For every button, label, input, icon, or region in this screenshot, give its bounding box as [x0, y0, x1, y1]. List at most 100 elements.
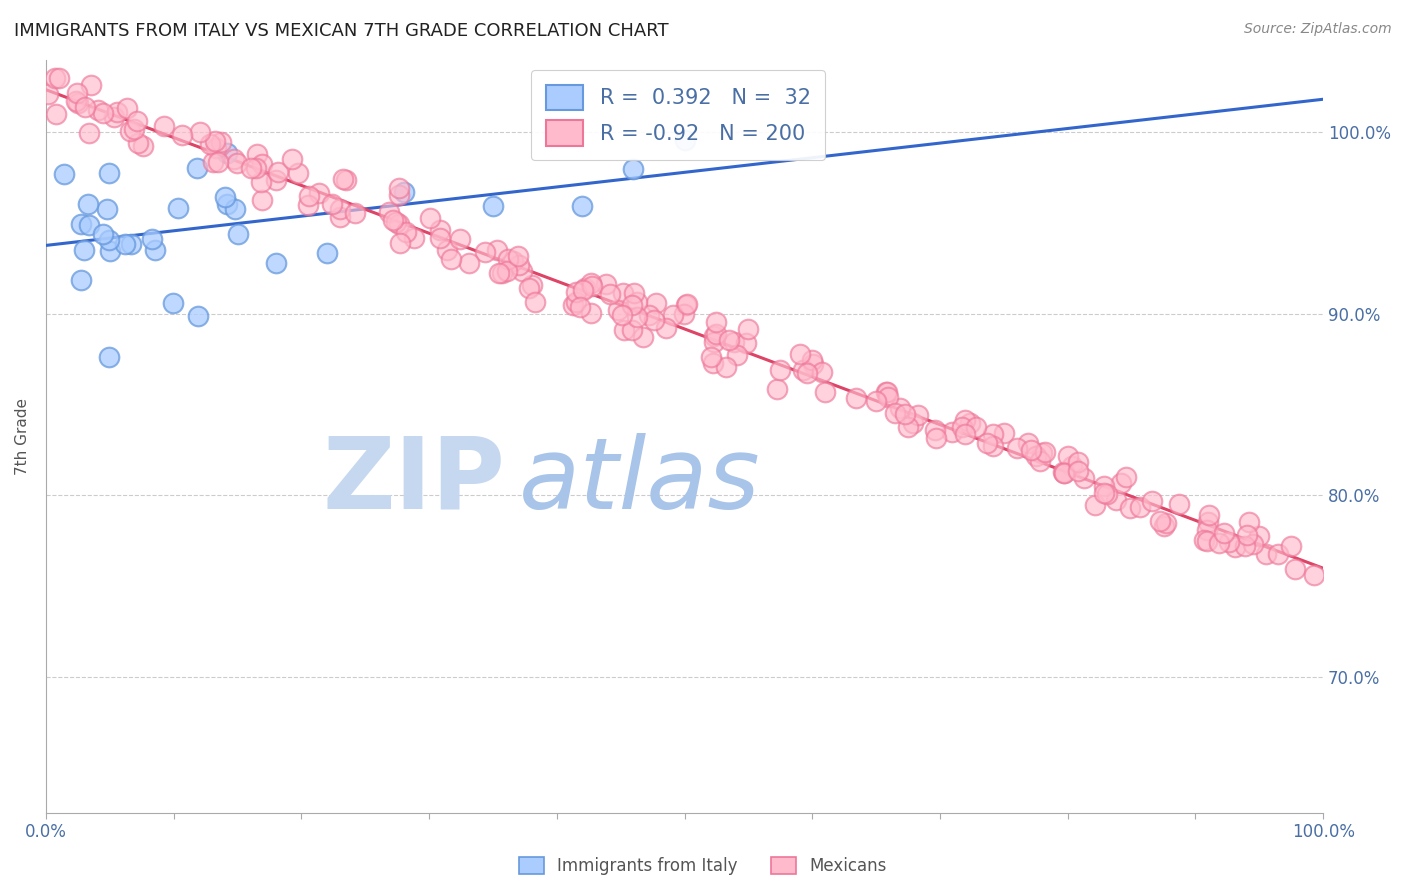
Point — [37, 87, 59, 102]
Point — [1198, 508, 1220, 522]
Point — [1168, 497, 1191, 511]
Point — [676, 297, 699, 311]
Point — [115, 101, 138, 115]
Point — [661, 308, 683, 322]
Point — [925, 432, 948, 446]
Point — [876, 384, 898, 399]
Point — [387, 188, 409, 202]
Point — [562, 298, 585, 312]
Point — [675, 298, 697, 312]
Point — [1213, 526, 1236, 541]
Point — [1153, 519, 1175, 533]
Point — [458, 256, 481, 270]
Point — [976, 436, 998, 450]
Point — [482, 199, 505, 213]
Point — [801, 357, 824, 371]
Point — [250, 157, 273, 171]
Point — [813, 385, 835, 400]
Point — [202, 154, 225, 169]
Point — [1302, 568, 1324, 582]
Point — [198, 137, 221, 152]
Point — [70, 273, 93, 287]
Point — [1225, 540, 1247, 554]
Point — [950, 419, 973, 434]
Point — [1192, 533, 1215, 547]
Point — [388, 217, 411, 231]
Point — [385, 215, 408, 229]
Point — [959, 416, 981, 430]
Point — [1237, 515, 1260, 529]
Point — [429, 222, 451, 236]
Point — [65, 95, 87, 109]
Point — [517, 281, 540, 295]
Point — [1256, 547, 1278, 561]
Point — [1017, 436, 1039, 450]
Point — [1267, 547, 1289, 561]
Point — [1052, 465, 1074, 479]
Point — [1033, 444, 1056, 458]
Point — [727, 348, 749, 362]
Point — [655, 321, 678, 335]
Point — [225, 156, 247, 170]
Point — [673, 307, 696, 321]
Point — [581, 306, 603, 320]
Point — [388, 181, 411, 195]
Point — [595, 277, 617, 291]
Point — [281, 152, 304, 166]
Point — [98, 350, 121, 364]
Point — [343, 206, 366, 220]
Point — [491, 266, 513, 280]
Point — [485, 243, 508, 257]
Point — [124, 121, 146, 136]
Point — [172, 128, 194, 143]
Point — [704, 326, 727, 341]
Point — [87, 103, 110, 118]
Point — [523, 294, 546, 309]
Point — [120, 124, 142, 138]
Point — [187, 310, 209, 324]
Point — [1029, 454, 1052, 468]
Point — [965, 420, 987, 434]
Point — [1007, 441, 1029, 455]
Point — [1053, 467, 1076, 481]
Point — [716, 359, 738, 374]
Point — [703, 328, 725, 343]
Point — [378, 204, 401, 219]
Point — [332, 172, 354, 186]
Point — [226, 227, 249, 242]
Point — [1092, 478, 1115, 492]
Point — [565, 295, 588, 310]
Point — [865, 394, 887, 409]
Point — [1234, 539, 1257, 553]
Point — [66, 96, 89, 111]
Point — [329, 202, 352, 216]
Point — [884, 406, 907, 420]
Point — [188, 125, 211, 139]
Point — [607, 303, 630, 318]
Point — [700, 350, 723, 364]
Text: IMMIGRANTS FROM ITALY VS MEXICAN 7TH GRADE CORRELATION CHART: IMMIGRANTS FROM ITALY VS MEXICAN 7TH GRA… — [14, 22, 669, 40]
Y-axis label: 7th Grade: 7th Grade — [15, 398, 30, 475]
Point — [1084, 498, 1107, 512]
Point — [308, 186, 330, 200]
Point — [613, 323, 636, 337]
Point — [488, 266, 510, 280]
Point — [1109, 475, 1132, 490]
Point — [1197, 523, 1219, 537]
Point — [436, 243, 458, 257]
Legend: R =  0.392   N =  32, R = -0.92   N = 200: R = 0.392 N = 32, R = -0.92 N = 200 — [531, 70, 825, 161]
Point — [1115, 470, 1137, 484]
Point — [98, 166, 121, 180]
Point — [1073, 471, 1095, 485]
Point — [449, 232, 471, 246]
Point — [620, 298, 643, 312]
Point — [103, 111, 125, 125]
Point — [1279, 539, 1302, 553]
Point — [76, 196, 98, 211]
Point — [579, 276, 602, 290]
Point — [903, 416, 925, 430]
Point — [723, 334, 745, 349]
Point — [381, 213, 404, 227]
Point — [125, 113, 148, 128]
Point — [981, 426, 1004, 441]
